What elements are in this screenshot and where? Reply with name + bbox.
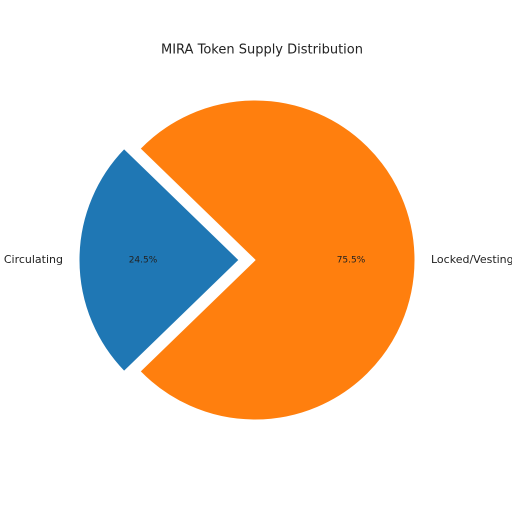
pct-label: 75.5% bbox=[337, 256, 366, 266]
pct-label: 24.5% bbox=[129, 256, 158, 266]
slice-label: Locked/Vesting bbox=[431, 253, 512, 266]
pie-slice bbox=[139, 99, 416, 421]
chart-title: MIRA Token Supply Distribution bbox=[161, 43, 363, 58]
pie-slice bbox=[78, 147, 240, 373]
slice-label: Circulating bbox=[4, 253, 63, 266]
